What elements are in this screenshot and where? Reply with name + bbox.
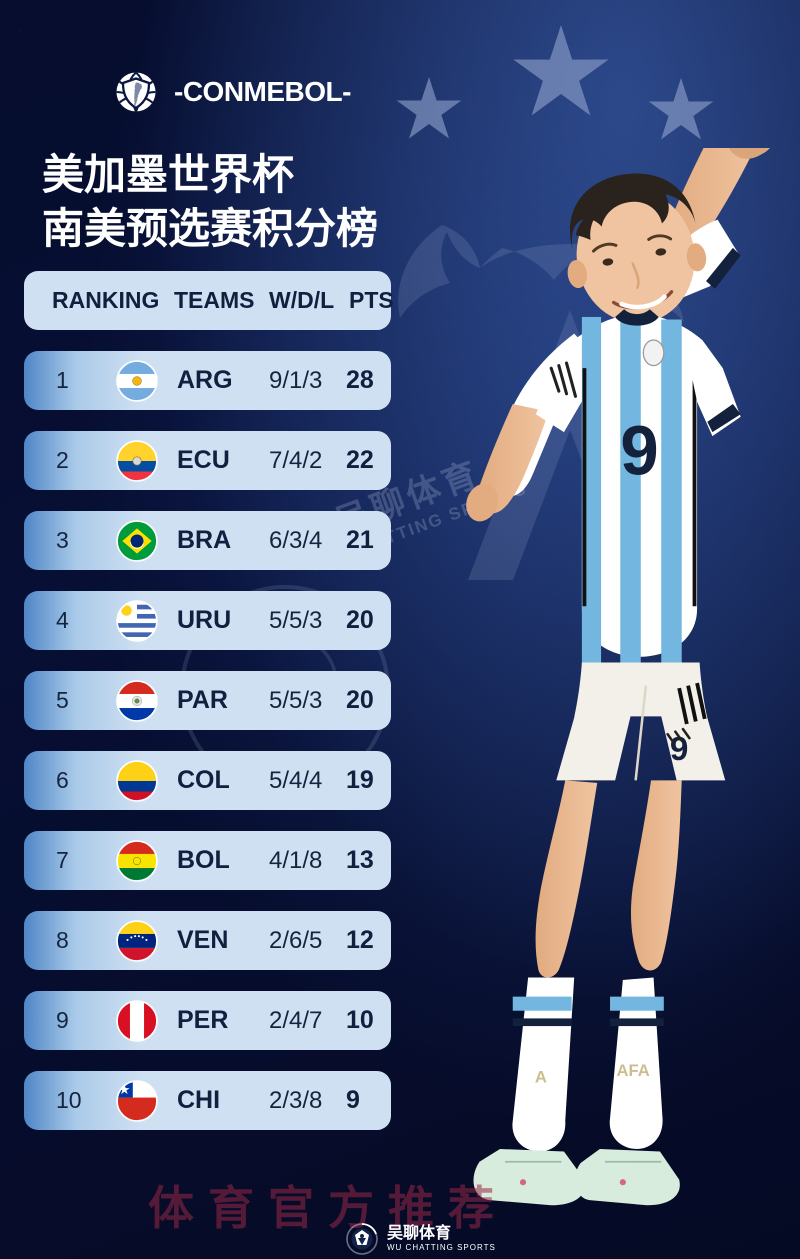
svg-text:9: 9 <box>620 411 658 489</box>
svg-text:A: A <box>535 1067 547 1086</box>
svg-text:AFA: AFA <box>616 1061 649 1080</box>
